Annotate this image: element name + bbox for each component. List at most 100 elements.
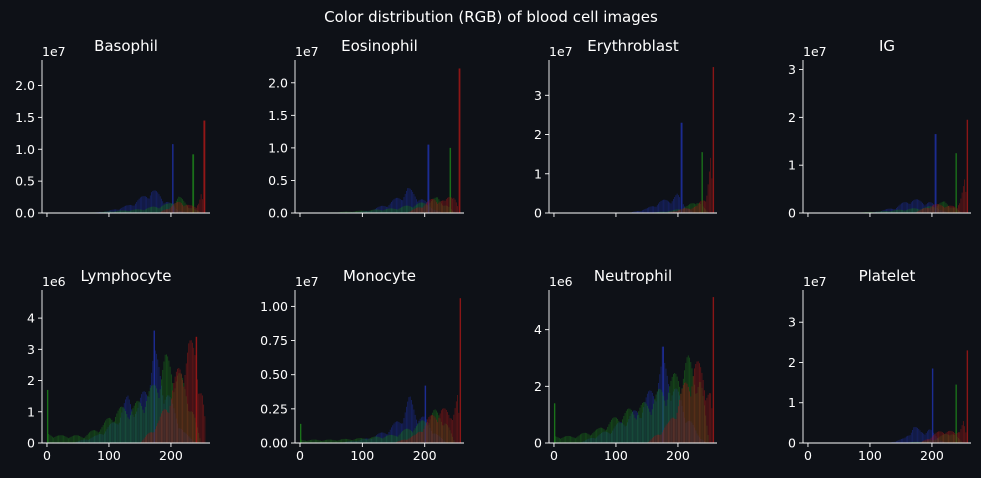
series-blue: [629, 122, 694, 213]
histogram-bar: [122, 407, 124, 443]
x-tick-label: 100: [858, 448, 882, 463]
histogram-peak: [681, 122, 683, 213]
histogram-bar: [144, 436, 146, 443]
histogram-bar: [204, 416, 206, 443]
histogram-bar: [423, 428, 425, 443]
histogram-bar: [936, 431, 938, 443]
histogram-bar: [413, 435, 415, 443]
histogram-bar: [458, 68, 460, 214]
histogram-bar: [358, 210, 360, 213]
histogram-bar: [161, 198, 162, 213]
histogram-bar: [147, 395, 149, 443]
histogram-bar: [183, 386, 185, 443]
histogram-bar: [338, 440, 340, 443]
y-tick-label: 1: [534, 166, 542, 181]
histogram-bar: [618, 420, 620, 443]
histogram-bar: [302, 440, 304, 443]
histogram-bar: [919, 200, 921, 213]
histogram-bar: [929, 429, 931, 443]
histogram-bar: [951, 431, 953, 443]
histogram-bar: [917, 199, 918, 213]
histogram-bar: [406, 190, 407, 213]
histogram-bar: [669, 420, 671, 443]
histogram-bar: [73, 435, 74, 443]
histogram-bar: [391, 201, 392, 213]
histogram-bar: [339, 439, 341, 443]
histogram-bar: [410, 436, 412, 443]
axis-offset-label: 1e7: [295, 44, 319, 59]
histogram-bar: [903, 210, 905, 213]
histogram-bar: [895, 209, 897, 213]
histogram-bar: [946, 431, 948, 443]
histogram-bar: [59, 435, 61, 443]
histogram-bar: [645, 208, 647, 213]
histogram-bar: [430, 198, 432, 213]
histogram-bar: [185, 205, 187, 213]
histogram-bar: [106, 211, 108, 213]
histogram-bar: [660, 434, 662, 443]
histogram-bar: [907, 209, 909, 213]
histogram-bar: [912, 201, 913, 213]
histogram-bar: [929, 439, 931, 443]
histogram-bar: [905, 436, 907, 443]
histogram-bar: [394, 422, 396, 443]
histogram-bar: [403, 429, 405, 443]
histogram-bar: [407, 428, 409, 443]
histogram-bar: [881, 211, 882, 213]
histogram-bar: [392, 208, 394, 213]
histogram-bar: [148, 432, 150, 443]
histogram-bar: [624, 413, 626, 443]
histogram-bar: [946, 206, 948, 213]
histogram-bar: [671, 417, 673, 443]
histogram-bar: [422, 207, 424, 213]
histogram-bar: [675, 211, 677, 213]
histogram-bar: [141, 406, 143, 443]
histogram-bar: [956, 208, 958, 213]
histogram-bar: [82, 438, 84, 443]
histogram-bar: [696, 205, 698, 213]
histogram-bar: [363, 438, 365, 443]
histogram-bar: [134, 403, 136, 443]
histogram-bar: [410, 206, 412, 213]
histogram-bar: [198, 203, 200, 213]
histogram-bar: [413, 409, 415, 443]
y-tick-label: 2: [788, 355, 796, 370]
histogram-bar: [144, 196, 146, 213]
histogram-bar: [112, 421, 114, 443]
histogram-bar: [409, 211, 411, 213]
histogram-bar: [132, 209, 134, 213]
histogram-bar: [324, 440, 326, 443]
histogram-bar: [609, 421, 611, 443]
histogram-bar: [897, 440, 899, 443]
histogram-bar: [321, 440, 323, 443]
histogram-bar: [922, 441, 923, 443]
histogram-bar: [701, 372, 703, 443]
histogram-bar: [914, 199, 916, 213]
x-tick-label: 100: [97, 448, 121, 463]
histogram-bar: [120, 407, 121, 443]
histogram-bar: [614, 417, 616, 443]
histogram-peak: [712, 67, 715, 213]
histogram-bar: [143, 210, 145, 213]
histogram-bar: [663, 211, 664, 213]
histogram-bar: [930, 437, 932, 443]
y-tick-label: 3: [534, 88, 542, 103]
histogram-bar: [94, 430, 95, 443]
histogram-bar: [697, 361, 699, 443]
histogram-bar: [433, 199, 435, 213]
histogram-bar: [923, 208, 925, 213]
histogram-bar: [403, 197, 405, 213]
y-tick-label: 2: [534, 127, 542, 142]
histogram-bar: [928, 439, 930, 443]
histogram-bar: [691, 203, 693, 213]
histogram-bar: [665, 199, 667, 213]
y-tick-label: 2.0: [268, 75, 288, 90]
histogram-bar: [64, 436, 66, 443]
histogram-bar: [903, 438, 905, 443]
histogram-bar: [343, 211, 345, 213]
histogram-bar: [594, 430, 596, 443]
histogram-bar: [944, 433, 946, 443]
histogram-bar: [167, 209, 169, 213]
histogram-bar: [661, 200, 663, 213]
histogram-bar: [646, 208, 648, 213]
